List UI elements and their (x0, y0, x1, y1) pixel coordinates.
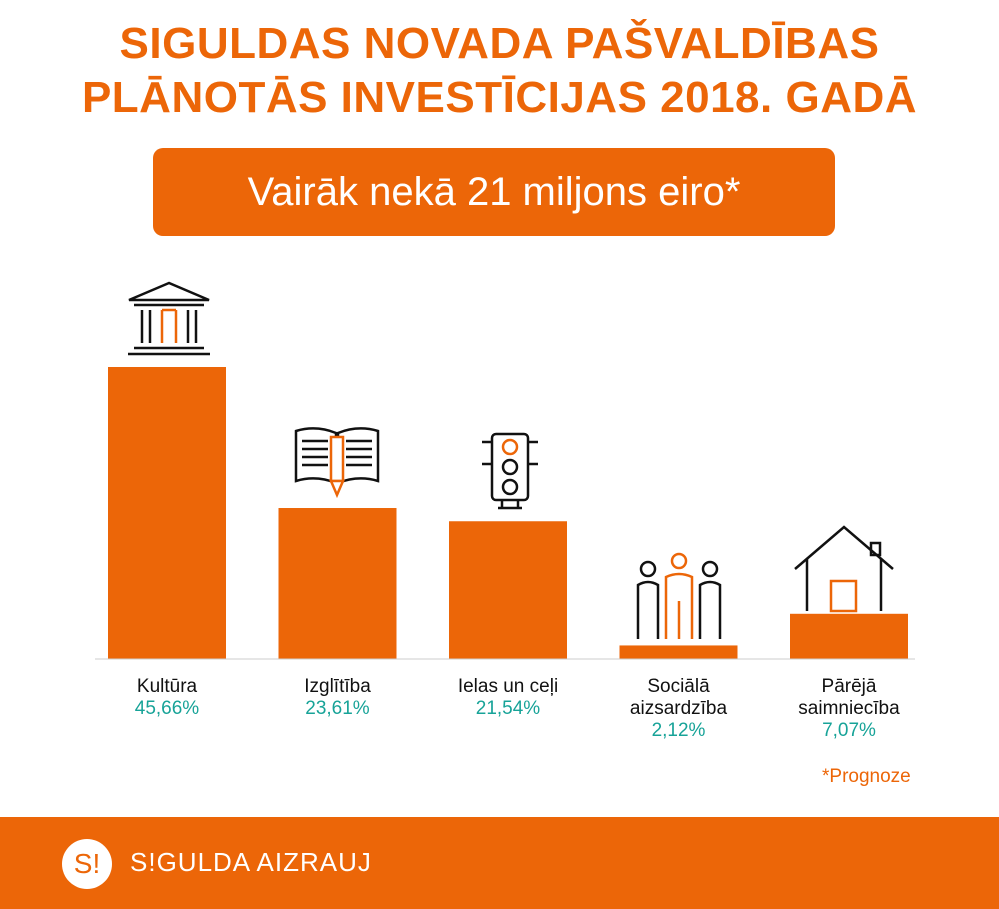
title-line-1: SIGULDAS NOVADA PAŠVALDĪBAS (119, 19, 880, 68)
category-label-4: Sociālā aizsardzība 2,12% (594, 676, 764, 742)
category-label-5: Pārējā saimniecība 7,07% (764, 676, 934, 742)
bar-5 (790, 613, 908, 659)
book-pencil-icon (294, 427, 380, 499)
category-text: Sociālā (647, 676, 710, 697)
category-text: Pārējā (821, 676, 877, 697)
category-label-3: Ielas un ceļi 21,54% (423, 676, 593, 720)
title-line-2: PLĀNOTĀS INVESTĪCIJAS 2018. GADĀ (81, 73, 918, 122)
bar-1 (108, 367, 226, 659)
category-text: saimniecība (798, 698, 900, 719)
brand-slogan: S!GULDA AIZRAUJ (130, 847, 372, 877)
category-text: Ielas un ceļi (457, 676, 559, 697)
value-label: 21,54% (475, 698, 541, 719)
museum-icon (128, 281, 210, 356)
people-icon (636, 552, 722, 639)
value-label: 7,07% (822, 720, 876, 741)
bar-3 (449, 521, 567, 659)
category-label-2: Izglītība 23,61% (253, 676, 423, 720)
value-label: 2,12% (651, 720, 706, 741)
bar-4 (619, 645, 738, 659)
forecast-footnote: *Prognoze (822, 766, 911, 787)
sigulda-logo: S! (62, 839, 112, 889)
category-text: Kultūra (136, 676, 198, 697)
footer-bar: S! S!GULDA AIZRAUJ (0, 817, 999, 909)
total-banner: Vairāk nekā 21 miljons eiro* (153, 148, 835, 236)
category-label-1: Kultūra 45,66% (82, 676, 252, 720)
category-text: aizsardzība (629, 698, 728, 719)
traffic-light-icon (482, 432, 538, 510)
category-text: Izglītība (304, 676, 371, 697)
value-label: 23,61% (305, 698, 370, 719)
bar-2 (278, 508, 397, 659)
value-label: 45,66% (134, 698, 200, 719)
house-icon (794, 525, 894, 613)
